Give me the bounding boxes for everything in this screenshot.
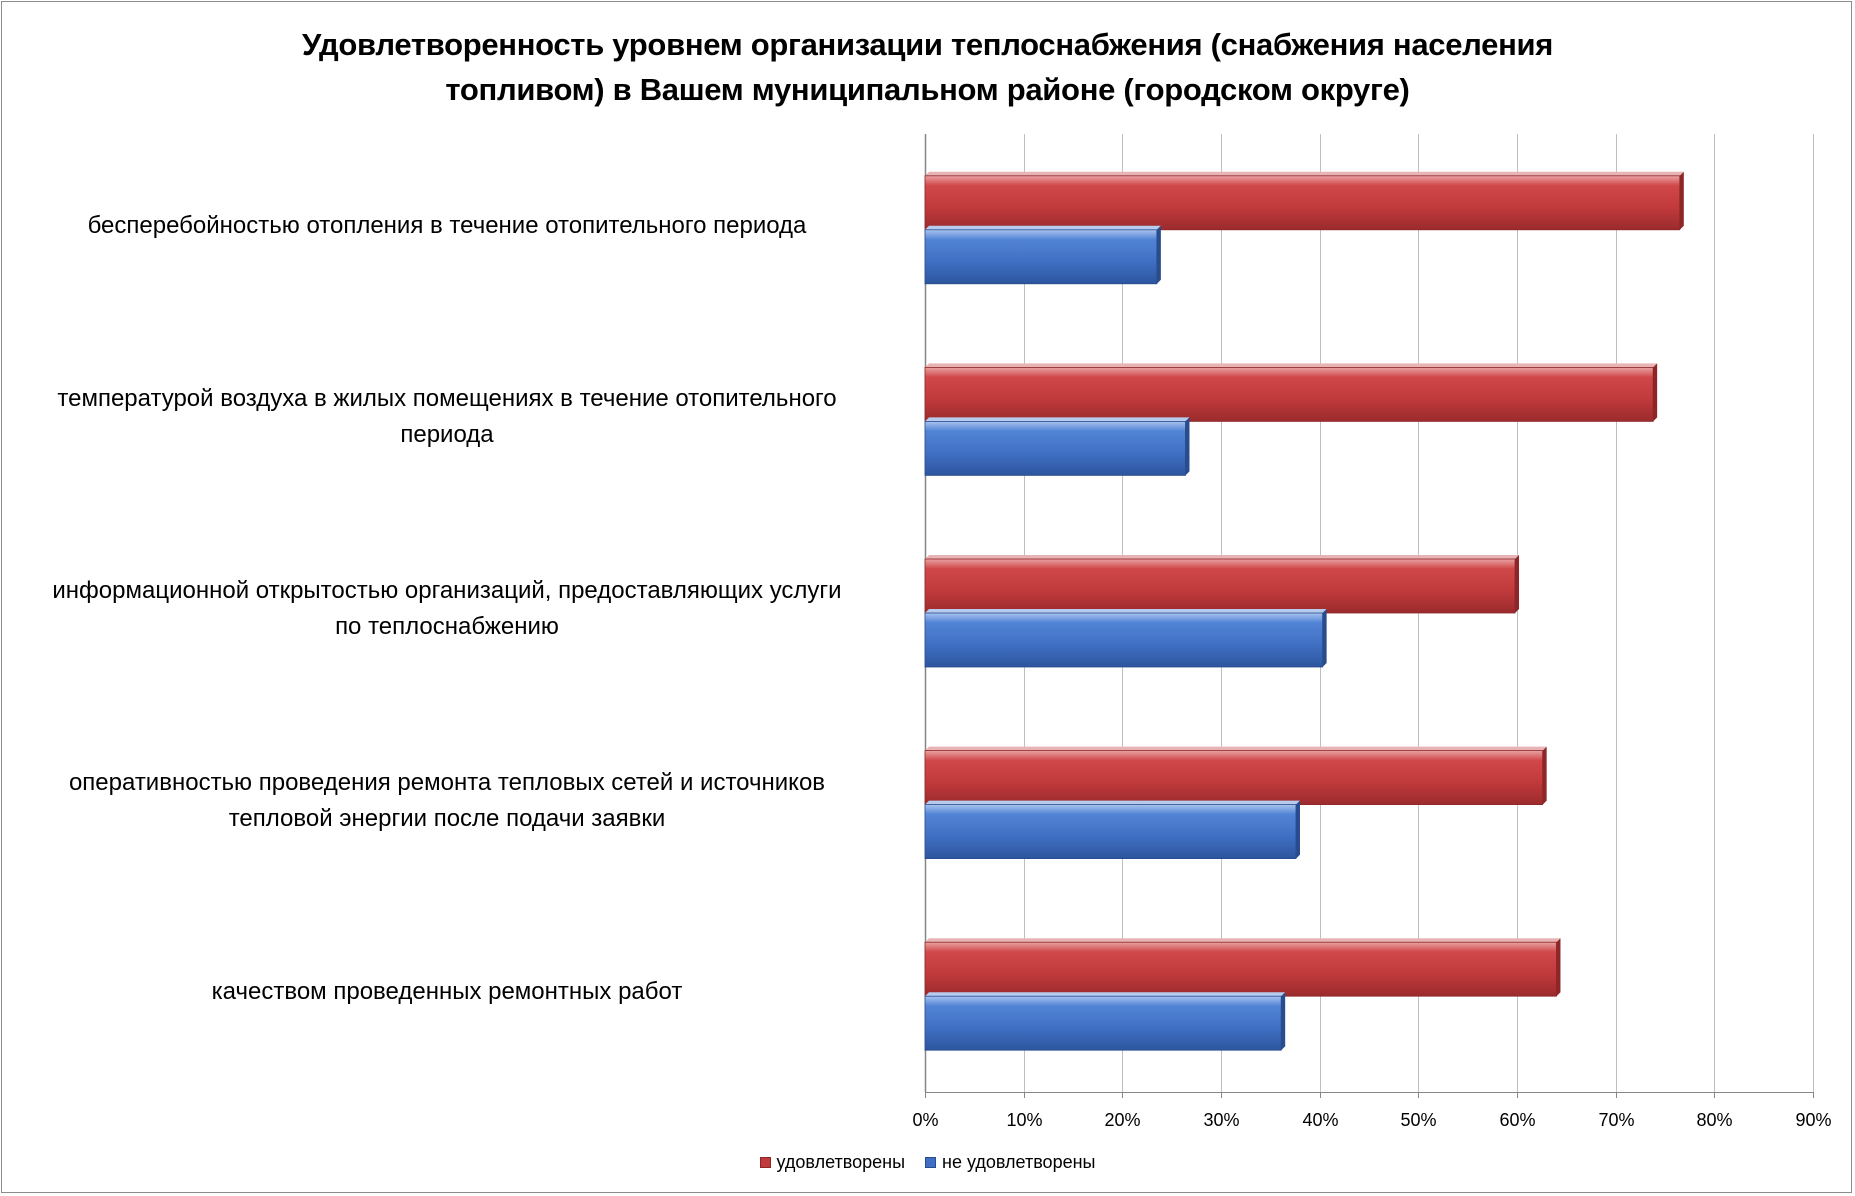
bar-top-face: [925, 555, 1520, 559]
legend-item: удовлетворены: [759, 1152, 906, 1173]
bar-front-face: [924, 941, 1557, 997]
bars: [924, 171, 1684, 1051]
x-axis-ticks: 0% 10% 20% 30% 40% 50% 60% 70% 80% 90%: [912, 1092, 1832, 1130]
chart-title: Удовлетворенность уровнем организации те…: [0, 22, 1855, 112]
legend-label: не удовлетворены: [942, 1152, 1096, 1172]
legend-label: удовлетворены: [776, 1152, 906, 1172]
bar-satisfied: [924, 555, 1520, 614]
bar-not-satisfied: [924, 609, 1327, 668]
bar-satisfied: [924, 746, 1547, 805]
x-tick-label: 0%: [912, 1110, 938, 1130]
legend-swatch: [925, 1157, 937, 1168]
bar-front-face: [924, 175, 1681, 231]
bar-front-face: [924, 995, 1282, 1051]
bar-top-face: [925, 938, 1561, 943]
bar-front-face: [924, 366, 1654, 422]
bar-top-face: [925, 746, 1547, 751]
bar-side-face: [1281, 992, 1286, 1051]
bar-side-face: [1156, 225, 1161, 284]
category-label-line: бесперебойностью отопления в течение ото…: [87, 211, 807, 239]
category-label: бесперебойностью отопления в течение ото…: [0, 208, 897, 244]
bar-top-face: [925, 225, 1161, 230]
x-tick-label: 80%: [1696, 1110, 1732, 1130]
category-label-line: информационной открытостью организаций, …: [52, 577, 842, 604]
bar-side-face: [1679, 171, 1684, 230]
category-label: оперативностью проведения ремонта теплов…: [0, 765, 897, 837]
legend-item: не удовлетворены: [925, 1152, 1095, 1173]
category-label-line: оперативностью проведения ремонта теплов…: [68, 768, 826, 796]
x-tick-label: 60%: [1499, 1110, 1535, 1130]
category-label: температурой воздуха в жилых помещениях …: [0, 381, 897, 453]
category-label-line: тепловой энергии после подачи заявки: [228, 804, 666, 832]
chart-title-line-2: топливом) в Вашем муниципальном районе (…: [445, 72, 1410, 107]
bar-side-face: [1556, 938, 1561, 997]
bar-side-face: [1515, 555, 1520, 613]
category-label-line: температурой воздуха в жилых помещениях …: [57, 385, 837, 413]
bar-not-satisfied: [924, 992, 1286, 1051]
x-tick-label: 30%: [1203, 1110, 1239, 1130]
x-tick-label: 70%: [1598, 1110, 1634, 1130]
bar-side-face: [1653, 363, 1658, 422]
bar-side-face: [1322, 609, 1327, 667]
legend: удовлетворены не удовлетворены: [0, 1152, 1855, 1173]
bar-not-satisfied: [924, 417, 1190, 476]
x-tick-label: 50%: [1400, 1110, 1436, 1130]
bar-top-face: [925, 800, 1300, 805]
bar-top-face: [925, 363, 1658, 368]
bar-front-face: [924, 612, 1324, 668]
category-label: информационной открытостью организаций, …: [0, 573, 897, 645]
bar-satisfied: [924, 171, 1684, 231]
bar-side-face: [1542, 746, 1547, 805]
x-tick-label: 40%: [1302, 1110, 1338, 1130]
bar-front-face: [924, 558, 1516, 614]
x-tick-label: 90%: [1795, 1110, 1831, 1130]
bar-front-face: [924, 750, 1544, 805]
bar-top-face: [925, 417, 1190, 422]
bar-top-face: [925, 609, 1327, 613]
bar-front-face: [924, 229, 1158, 285]
bar-side-face: [1185, 417, 1190, 476]
category-label-line: периода: [400, 421, 494, 449]
bar-top-face: [925, 171, 1684, 176]
bar-side-face: [1295, 800, 1300, 859]
x-tick-label: 10%: [1006, 1110, 1042, 1130]
chart-title-line-1: Удовлетворенность уровнем организации те…: [301, 27, 1554, 62]
bar-satisfied: [924, 363, 1658, 422]
legend-swatch: [759, 1157, 771, 1168]
bar-top-face: [925, 992, 1286, 997]
x-tick-label: 20%: [1104, 1110, 1140, 1130]
bar-not-satisfied: [924, 800, 1300, 859]
bar-satisfied: [924, 938, 1561, 997]
bar-front-face: [924, 804, 1297, 859]
bar-not-satisfied: [924, 225, 1161, 285]
category-label-line: по теплоснабжению: [335, 613, 559, 640]
category-label: качеством проведенных ремонтных работ: [0, 974, 897, 1010]
bar-front-face: [924, 420, 1186, 476]
category-label-line: качеством проведенных ремонтных работ: [211, 978, 683, 1006]
